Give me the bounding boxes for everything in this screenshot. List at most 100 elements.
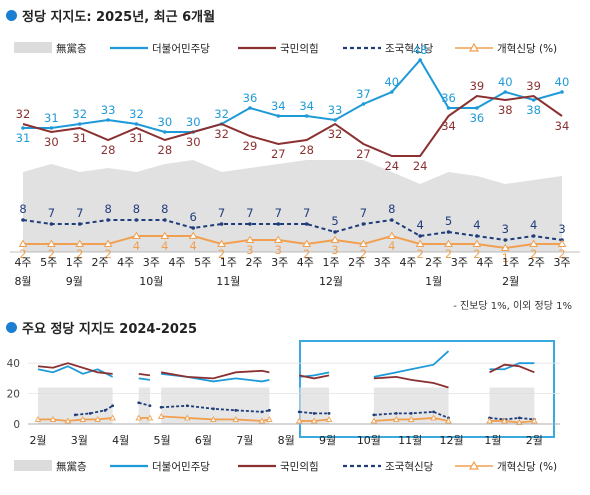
chart2-title: 주요 정당 지지도 2024-2025 bbox=[6, 318, 197, 337]
chart1-democratic-data-label: 32 bbox=[72, 107, 87, 121]
chart2-reform-line bbox=[489, 420, 535, 424]
chart1-rebuilding-point bbox=[77, 222, 82, 226]
chart1-x-week-label: 3주 bbox=[553, 256, 570, 269]
chart1-rebuilding-point bbox=[21, 218, 25, 222]
chart2-x-month-label: 11월 bbox=[398, 434, 422, 447]
chart1-democratic-point bbox=[475, 106, 479, 110]
chart2-x-month-label: 2월 bbox=[29, 434, 46, 447]
chart1-x-week-label: 3주 bbox=[271, 256, 288, 269]
chart1-reform-data-label: 2 bbox=[76, 247, 83, 261]
chart2-y-tick-label: 40 bbox=[7, 358, 20, 370]
chart1-x-month-label: 2월 bbox=[502, 275, 519, 288]
chart1-rebuilding-data-label: 5 bbox=[445, 214, 452, 228]
chart2-ppp-line bbox=[37, 362, 113, 375]
chart2-rebuilding-point bbox=[185, 404, 189, 408]
chart1-x-week-label: 2주 bbox=[528, 256, 545, 269]
chart1-reform-point bbox=[217, 239, 226, 247]
chart1-reform-point bbox=[472, 239, 482, 247]
chart2-legend-democratic-label: 더불어민주당 bbox=[152, 461, 210, 473]
chart2-y-tick-label: 0 bbox=[13, 419, 20, 431]
chart1-legend-rebuilding-label: 조국혁신당 bbox=[385, 43, 434, 55]
chart2-x-month-label: 7월 bbox=[236, 434, 253, 447]
chart1-ppp-data-label: 32 bbox=[16, 107, 31, 121]
chart1-legend-democratic-label: 더불어민주당 bbox=[152, 43, 210, 55]
chart1-x-month-label: 9월 bbox=[66, 275, 83, 288]
bullet-dot-icon bbox=[6, 322, 17, 333]
chart1-reform-point bbox=[188, 231, 198, 239]
chart2-reform-point bbox=[486, 417, 493, 424]
chart2-x-month-label: 2월 bbox=[526, 434, 543, 447]
chart1-democratic-data-label: 37 bbox=[356, 87, 371, 101]
chart1-reform-data-label: 4 bbox=[161, 239, 168, 253]
chart2-reform-point bbox=[232, 416, 240, 422]
chart1-reform-data-label: 2 bbox=[104, 247, 111, 261]
chart2-x-month-label: 5월 bbox=[154, 434, 171, 447]
chart2-x-month-label: 4월 bbox=[112, 434, 129, 447]
chart1-ppp-data-label: 28 bbox=[158, 143, 173, 157]
chart2-rebuilding-point bbox=[73, 413, 77, 417]
chart1-rebuilding-data-label: 7 bbox=[246, 206, 253, 220]
chart2-legend-ppp-label: 국민의힘 bbox=[280, 461, 319, 473]
chart1-ppp-line bbox=[22, 94, 563, 157]
chart1-democratic-data-label: 34 bbox=[271, 99, 286, 113]
chart2-reform-point bbox=[135, 414, 143, 421]
chart1-x-month-label: 10월 bbox=[139, 275, 163, 288]
chart2-x-month-label: 10월 bbox=[357, 434, 381, 447]
chart2-democratic-line bbox=[138, 377, 151, 381]
chart2-reform-point bbox=[258, 417, 266, 424]
chart1-rebuilding-point bbox=[304, 222, 309, 226]
chart1-reform-point bbox=[273, 235, 283, 243]
chart1-rebuilding-point bbox=[389, 218, 394, 222]
chart2-reform-point bbox=[34, 416, 42, 422]
chart1-reform-point bbox=[103, 239, 113, 247]
chart2-rebuilding-point bbox=[517, 416, 521, 420]
chart1-ppp-data-label: 32 bbox=[214, 127, 229, 141]
chart1-reform-data-label: 2 bbox=[360, 247, 367, 261]
chart1-democratic-data-label: 33 bbox=[101, 103, 116, 117]
chart1-reform-data-label: 4 bbox=[388, 239, 395, 253]
chart1-rebuilding-data-label: 7 bbox=[48, 206, 55, 220]
chart1-ppp-data-label: 31 bbox=[72, 131, 87, 145]
chart1-rebuilding-data-label: 4 bbox=[530, 218, 537, 232]
chart1-reform-data-label: 2 bbox=[558, 247, 565, 261]
chart1-x-week-label: 3주 bbox=[374, 256, 391, 269]
chart1-rebuilding-data-label: 4 bbox=[473, 218, 480, 232]
chart1-x-month-label: 1월 bbox=[425, 275, 442, 288]
chart2-legend-undecided-swatch bbox=[14, 460, 52, 471]
chart1-democratic-line bbox=[23, 58, 563, 133]
chart1-rebuilding-point bbox=[446, 230, 451, 234]
chart1-rebuilding-data-label: 6 bbox=[190, 210, 197, 224]
chart2-reform-point bbox=[157, 412, 165, 419]
chart1-democratic-data-label: 48 bbox=[413, 43, 428, 57]
chart1-democratic-data-label: 30 bbox=[158, 115, 173, 129]
chart2-reform-point bbox=[64, 417, 72, 424]
chart1-legend-undecided-swatch bbox=[14, 42, 52, 53]
chart1-democratic-data-label: 40 bbox=[498, 75, 513, 89]
chart2-x-month-label: 12월 bbox=[440, 434, 464, 447]
chart1-rebuilding-data-label: 5 bbox=[331, 214, 338, 228]
chart1-ppp-data-label: 38 bbox=[498, 103, 513, 117]
chart1-rebuilding-point bbox=[418, 234, 422, 238]
chart1-reform-point bbox=[160, 231, 170, 239]
chart1-rebuilding-point bbox=[134, 218, 139, 222]
chart1-reform-point bbox=[75, 239, 85, 247]
chart1-ppp-data-label: 27 bbox=[271, 147, 286, 161]
chart2-reform-point bbox=[184, 414, 191, 421]
chart1-democratic-point bbox=[531, 98, 536, 102]
chart1-reform-data-label: 2 bbox=[303, 247, 310, 261]
chart2-x-month-label: 1월 bbox=[484, 434, 501, 447]
chart1-rebuilding-point bbox=[191, 226, 196, 230]
chart1-ppp-data-label: 24 bbox=[413, 159, 428, 173]
chart1-reform-data-label: 2 bbox=[445, 247, 452, 261]
chart1-x-week-label: 2주 bbox=[245, 256, 262, 269]
chart1-x-week-label: 4주 bbox=[14, 256, 31, 269]
chart1-rebuilding-data-label: 7 bbox=[76, 206, 83, 220]
chart2-rebuilding-point bbox=[260, 410, 264, 414]
chart2-democratic-line bbox=[373, 350, 450, 378]
chart1-rebuilding-data-label: 7 bbox=[218, 206, 225, 220]
chart1-rebuilding-point bbox=[503, 238, 508, 242]
chart2-rebuilding-point bbox=[297, 410, 301, 414]
chart1-x-week-label: 4주 bbox=[117, 256, 134, 269]
chart1-rebuilding-data-label: 8 bbox=[161, 202, 168, 216]
